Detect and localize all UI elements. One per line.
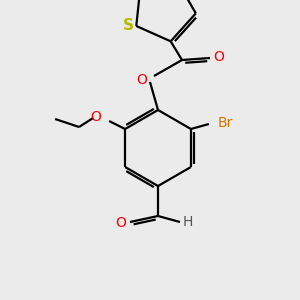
Text: O: O bbox=[91, 110, 101, 124]
Text: H: H bbox=[183, 215, 193, 229]
Text: O: O bbox=[214, 50, 224, 64]
Text: Br: Br bbox=[217, 116, 232, 130]
Text: O: O bbox=[136, 73, 147, 87]
Text: S: S bbox=[123, 17, 134, 32]
Text: O: O bbox=[116, 216, 126, 230]
